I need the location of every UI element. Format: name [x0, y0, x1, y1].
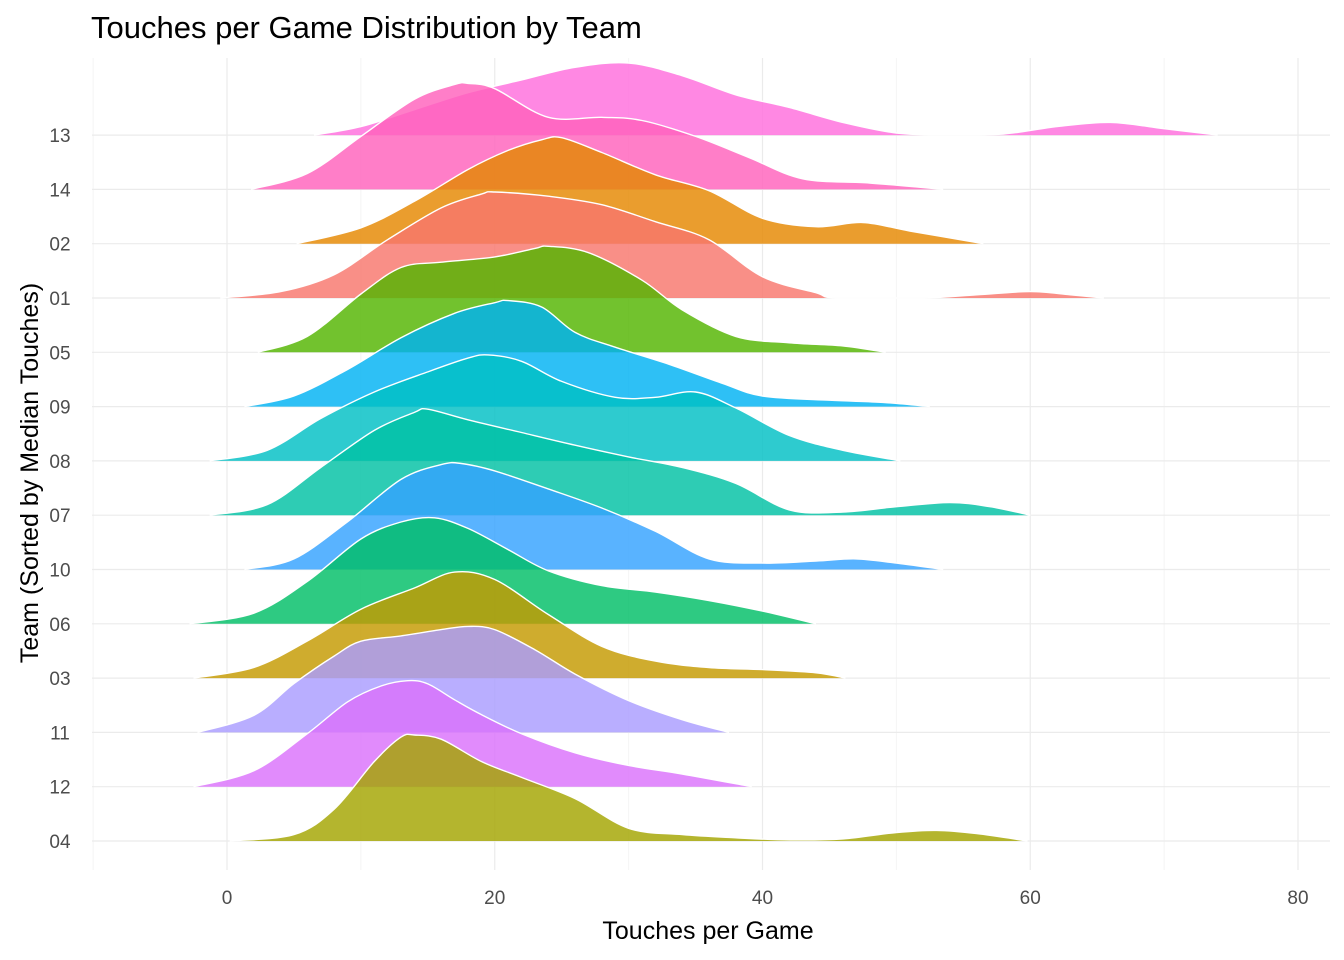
ridge-fill-05 [257, 246, 886, 353]
y-tick-label-02: 02 [49, 235, 70, 256]
ridge-outline-11 [197, 625, 730, 734]
y-tick-label-14: 14 [49, 180, 71, 201]
ridge-outline-12 [193, 679, 752, 788]
ridge-outline-08 [209, 354, 901, 462]
ridge-outline-10 [244, 461, 944, 571]
ridge-outline-03 [193, 570, 846, 679]
x-tick-label: 20 [484, 888, 505, 909]
chart-title: Touches per Game Distribution by Team [91, 10, 642, 45]
ridge-fill-12 [193, 680, 752, 787]
ridge-team-14 [250, 81, 944, 191]
ridge-outline-04 [229, 733, 1028, 842]
ridge-fill-06 [189, 517, 816, 624]
ridge-outline-09 [244, 299, 930, 408]
ridge-team-06 [189, 516, 817, 625]
y-tick-label-01: 01 [49, 289, 70, 310]
ridge-outline-05 [257, 245, 886, 353]
y-tick-label-09: 09 [49, 398, 70, 419]
ridge-outline-01 [220, 191, 1104, 299]
ridge-outline-07 [209, 407, 1031, 516]
ridges [189, 61, 1218, 842]
y-tick-label-08: 08 [49, 452, 70, 473]
ridge-fill-11 [197, 626, 729, 733]
y-tick-label-06: 06 [49, 615, 70, 636]
ridge-team-04 [229, 733, 1028, 842]
y-tick-label-07: 07 [49, 506, 70, 527]
x-tick-label: 60 [1020, 888, 1041, 909]
ridge-team-11 [197, 625, 730, 734]
y-tick-label-12: 12 [49, 778, 70, 799]
ridge-fill-14 [251, 82, 944, 190]
x-tick-labels: 0 20 40 60 80 [222, 888, 1309, 909]
ridge-outline-02 [296, 136, 984, 245]
ridge-fill-04 [229, 734, 1028, 841]
ridge-outline-14 [250, 81, 944, 191]
x-tick-label: 80 [1287, 888, 1308, 909]
y-tick-label-03: 03 [49, 669, 70, 690]
y-tick-label-13: 13 [49, 126, 70, 147]
y-tick-label-10: 10 [49, 561, 70, 582]
x-tick-label: 0 [222, 888, 233, 909]
y-tick-label-11: 11 [50, 723, 70, 744]
x-tick-label: 40 [752, 888, 773, 909]
y-tick-labels: 04 12 11 03 06 10 07 08 09 05 01 02 14 13 [49, 126, 71, 853]
y-axis-title: Team (Sorted by Median Touches) [16, 283, 44, 663]
ridge-team-05 [257, 245, 886, 353]
ridge-team-12 [193, 679, 752, 788]
x-axis-title: Touches per Game [602, 917, 813, 945]
ridge-outline-06 [189, 516, 817, 625]
y-tick-label-05: 05 [49, 343, 70, 364]
y-tick-label-04: 04 [49, 832, 71, 853]
